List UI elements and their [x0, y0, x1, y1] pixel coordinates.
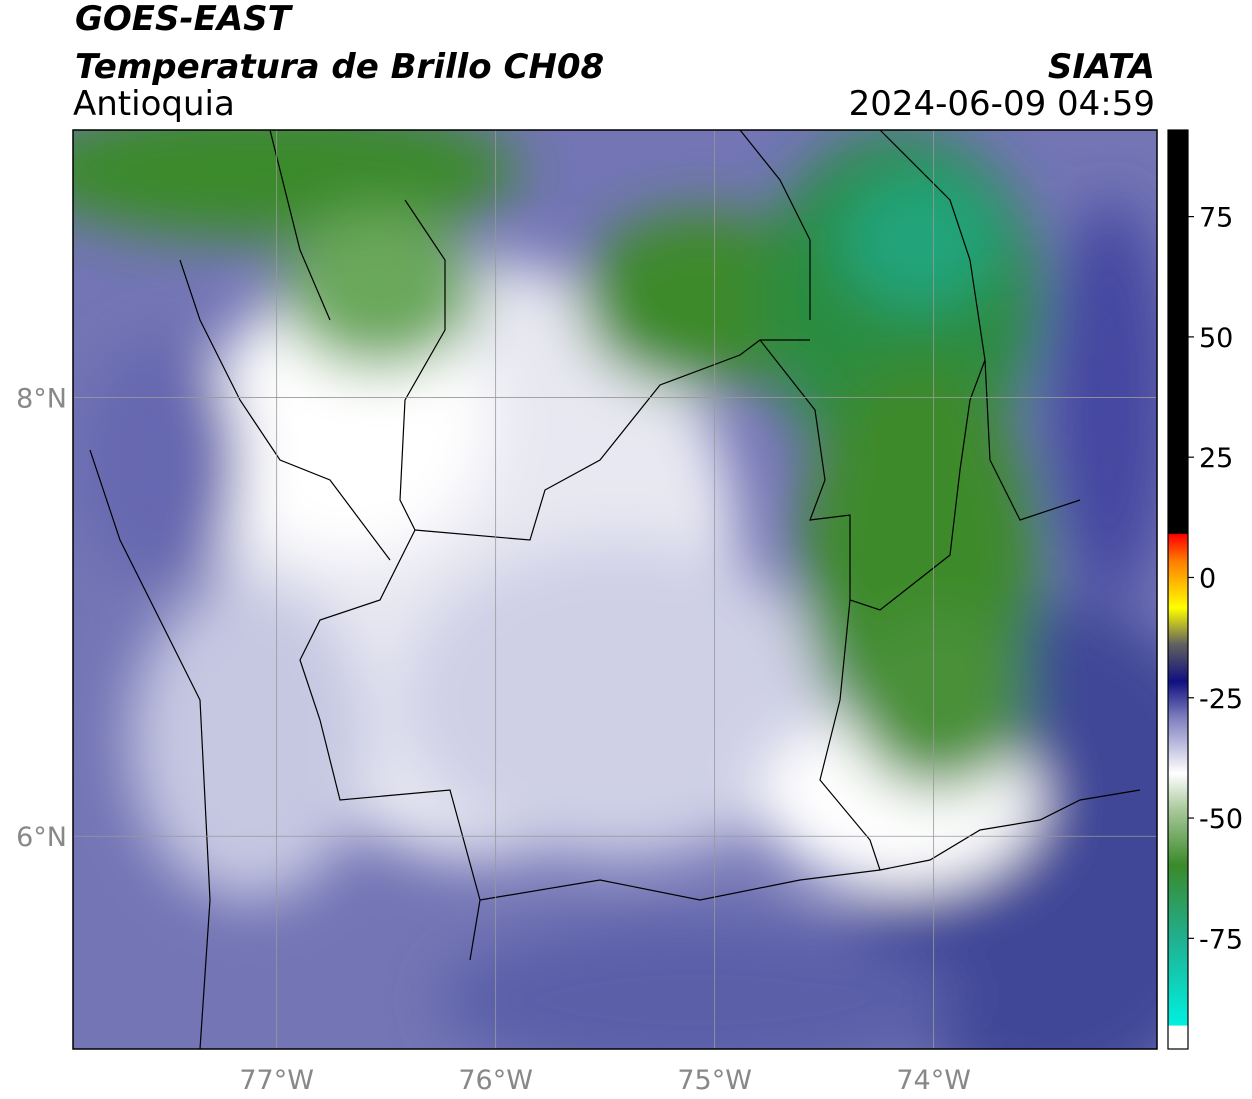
borders — [89, 130, 1141, 1049]
colorbar-tick-label: -75 — [1199, 924, 1243, 955]
colorbar-tick-label: -50 — [1199, 804, 1243, 835]
y-tick-label: 6°N — [16, 822, 67, 853]
satellite-image — [73, 130, 1157, 1049]
colorbar-tick-label: 0 — [1199, 563, 1216, 594]
map-frame — [72, 129, 1158, 1050]
x-tick-label: 77°W — [239, 1065, 314, 1096]
grid — [73, 130, 1157, 1049]
colorbar-tick-label: 50 — [1199, 323, 1233, 354]
title: GOES-EAST — [75, 0, 294, 39]
y-tick-label: 8°N — [16, 384, 67, 415]
region: Antioquia — [73, 84, 235, 124]
colorbar-tick-label: 25 — [1199, 443, 1233, 474]
colorbar-tick-label: -25 — [1199, 684, 1243, 715]
timestamp: 2024-06-09 04:59 — [849, 84, 1155, 124]
x-tick-label: 74°W — [896, 1065, 971, 1096]
x-tick-label: 75°W — [677, 1065, 752, 1096]
subtitle: Temperatura de Brillo CH08 — [75, 47, 604, 87]
x-tick-label: 76°W — [458, 1065, 533, 1096]
source: SIATA — [1048, 47, 1155, 87]
colorbar — [1167, 129, 1189, 1050]
colorbar-tick-label: 75 — [1199, 203, 1233, 234]
